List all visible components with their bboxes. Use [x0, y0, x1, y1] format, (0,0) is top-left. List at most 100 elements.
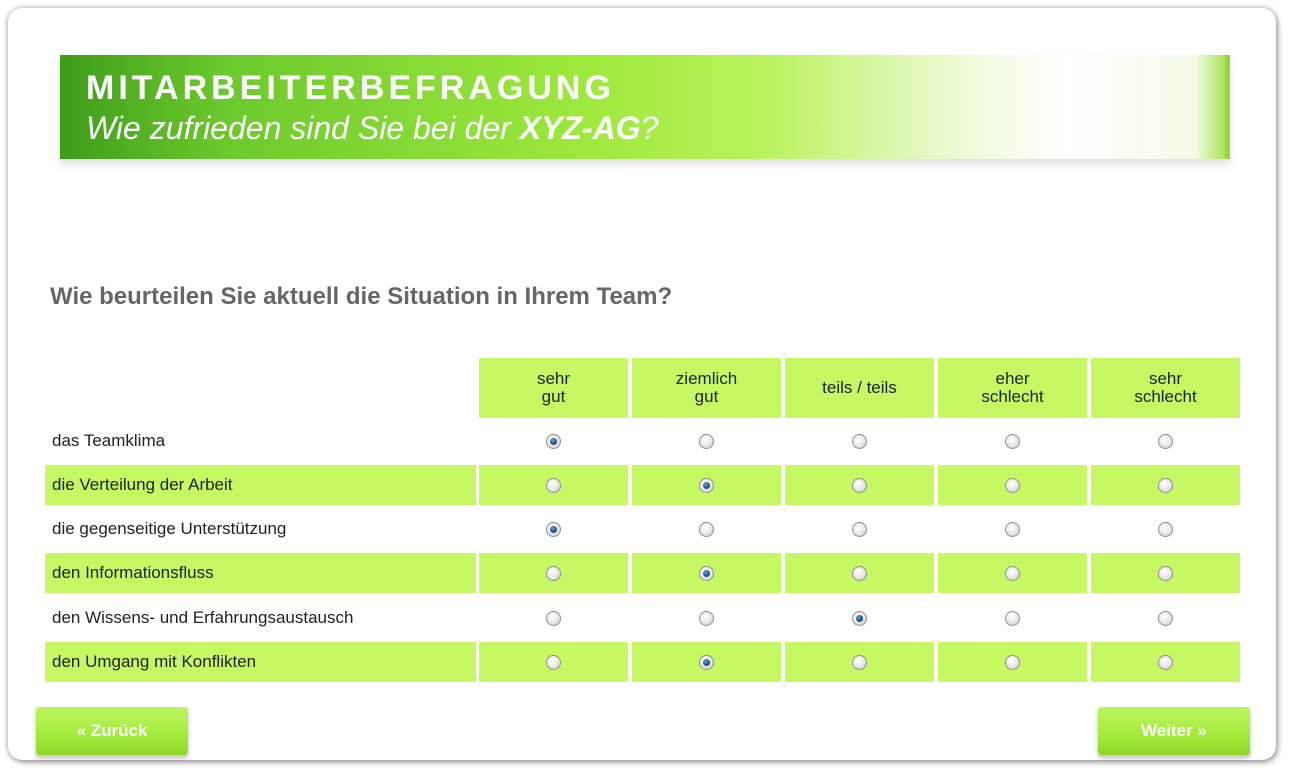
- rating-radio[interactable]: [546, 565, 561, 581]
- option-cell: [938, 509, 1087, 549]
- option-cell: [938, 598, 1087, 638]
- rating-radio[interactable]: [852, 433, 867, 449]
- table-row: den Informationsfluss: [45, 553, 1242, 593]
- rating-radio[interactable]: [852, 477, 867, 493]
- table-row: das Teamklima: [45, 421, 1242, 461]
- option-cell: [632, 509, 781, 549]
- option-cell: [479, 642, 628, 682]
- column-header-2: ziemlich gut: [632, 358, 781, 418]
- column-header-4: eher schlecht: [938, 358, 1087, 418]
- row-label: den Wissens- und Erfahrungsaustausch: [52, 608, 354, 627]
- banner-subtitle-suffix: ?: [640, 110, 659, 146]
- rating-radio[interactable]: [1005, 565, 1020, 581]
- rating-radio[interactable]: [1158, 521, 1173, 537]
- rating-matrix: sehr gut ziemlich gut teils / teils eher schle…: [45, 358, 1242, 682]
- next-button[interactable]: Weiter »: [1098, 707, 1250, 755]
- column-header-line2: gut: [694, 387, 719, 406]
- rating-radio[interactable]: [852, 565, 867, 581]
- option-cell: [1091, 642, 1240, 682]
- column-header-line1: ziemlich: [675, 369, 738, 388]
- rating-radio[interactable]: [1005, 521, 1020, 537]
- rating-radio[interactable]: [852, 610, 867, 626]
- option-cell: [785, 598, 934, 638]
- column-header-line2: gut: [541, 387, 566, 406]
- rating-radio[interactable]: [699, 565, 714, 581]
- column-header-line2: schlecht: [1134, 387, 1197, 406]
- banner-title: MITARBEITERBEFRAGUNG: [86, 69, 615, 107]
- option-cell: [785, 465, 934, 505]
- row-label: die gegenseitige Unterstützung: [52, 519, 287, 538]
- column-header-label: sehr gut: [537, 370, 570, 406]
- back-button[interactable]: « Zurück: [36, 707, 188, 755]
- banner-subtitle-prefix: Wie zufrieden sind Sie bei der: [86, 110, 520, 146]
- option-cell: [479, 421, 628, 461]
- rating-radio[interactable]: [1005, 477, 1020, 493]
- column-header-row: sehr gut ziemlich gut teils / teils eher schle…: [45, 358, 1242, 418]
- option-cell: [632, 598, 781, 638]
- column-header-label: teils / teils: [822, 379, 897, 397]
- rating-radio[interactable]: [1005, 654, 1020, 670]
- survey-banner: MITARBEITERBEFRAGUNG Wie zufrieden sind …: [60, 55, 1230, 159]
- banner-company-name: XYZ-AG: [519, 110, 641, 146]
- option-cell: [479, 465, 628, 505]
- option-cell: [479, 553, 628, 593]
- rating-radio[interactable]: [699, 477, 714, 493]
- column-header-1: sehr gut: [479, 358, 628, 418]
- column-header-line1: eher: [995, 369, 1030, 388]
- rating-radio[interactable]: [699, 521, 714, 537]
- row-label: den Informationsfluss: [45, 553, 476, 593]
- rating-radio[interactable]: [1158, 477, 1173, 493]
- rating-radio[interactable]: [1158, 433, 1173, 449]
- row-label: das Teamklima: [52, 431, 166, 450]
- option-cell: [1091, 465, 1240, 505]
- rating-radio[interactable]: [1158, 654, 1173, 670]
- rating-radio[interactable]: [852, 521, 867, 537]
- option-cell: [632, 421, 781, 461]
- option-cell: [785, 642, 934, 682]
- rating-radio[interactable]: [546, 610, 561, 626]
- option-cell: [1091, 421, 1240, 461]
- option-cell: [632, 553, 781, 593]
- banner-subtitle: Wie zufrieden sind Sie bei der XYZ-AG?: [86, 110, 658, 147]
- rating-radio[interactable]: [1005, 610, 1020, 626]
- rating-radio[interactable]: [546, 521, 561, 537]
- table-row: den Umgang mit Konflikten: [45, 642, 1242, 682]
- column-header-3: teils / teils: [785, 358, 934, 418]
- option-cell: [938, 553, 1087, 593]
- option-cell: [632, 465, 781, 505]
- option-cell: [632, 642, 781, 682]
- question-title: Wie beurteilen Sie aktuell die Situation…: [50, 283, 673, 310]
- rating-radio[interactable]: [546, 433, 561, 449]
- table-row: den Wissens- und Erfahrungsaustausch: [45, 598, 1242, 638]
- column-header-line1: sehr: [1148, 369, 1183, 388]
- table-row: die gegenseitige Unterstützung: [45, 509, 1242, 549]
- column-header-line1: sehr: [536, 369, 571, 388]
- option-cell: [785, 421, 934, 461]
- column-header-label: sehr schlecht: [1134, 370, 1196, 406]
- rating-radio[interactable]: [852, 654, 867, 670]
- rating-radio[interactable]: [1158, 565, 1173, 581]
- row-label: die Verteilung der Arbeit: [45, 465, 476, 505]
- option-cell: [938, 421, 1087, 461]
- rating-radio[interactable]: [699, 610, 714, 626]
- rating-radio[interactable]: [1005, 433, 1020, 449]
- option-cell: [479, 598, 628, 638]
- column-header-line2: schlecht: [981, 387, 1044, 406]
- option-cell: [479, 509, 628, 549]
- option-cell: [1091, 553, 1240, 593]
- rating-radio[interactable]: [699, 433, 714, 449]
- option-cell: [1091, 598, 1240, 638]
- column-header-line1: teils / teils: [822, 378, 897, 397]
- option-cell: [785, 553, 934, 593]
- option-cell: [1091, 509, 1240, 549]
- column-header-5: sehr schlecht: [1091, 358, 1240, 418]
- column-header-label: ziemlich gut: [676, 370, 737, 406]
- rating-radio[interactable]: [1158, 610, 1173, 626]
- rating-radio[interactable]: [699, 654, 714, 670]
- rating-radio[interactable]: [546, 477, 561, 493]
- option-cell: [938, 465, 1087, 505]
- row-label: den Umgang mit Konflikten: [45, 642, 476, 682]
- option-cell: [938, 642, 1087, 682]
- table-row: die Verteilung der Arbeit: [45, 465, 1242, 505]
- rating-radio[interactable]: [546, 654, 561, 670]
